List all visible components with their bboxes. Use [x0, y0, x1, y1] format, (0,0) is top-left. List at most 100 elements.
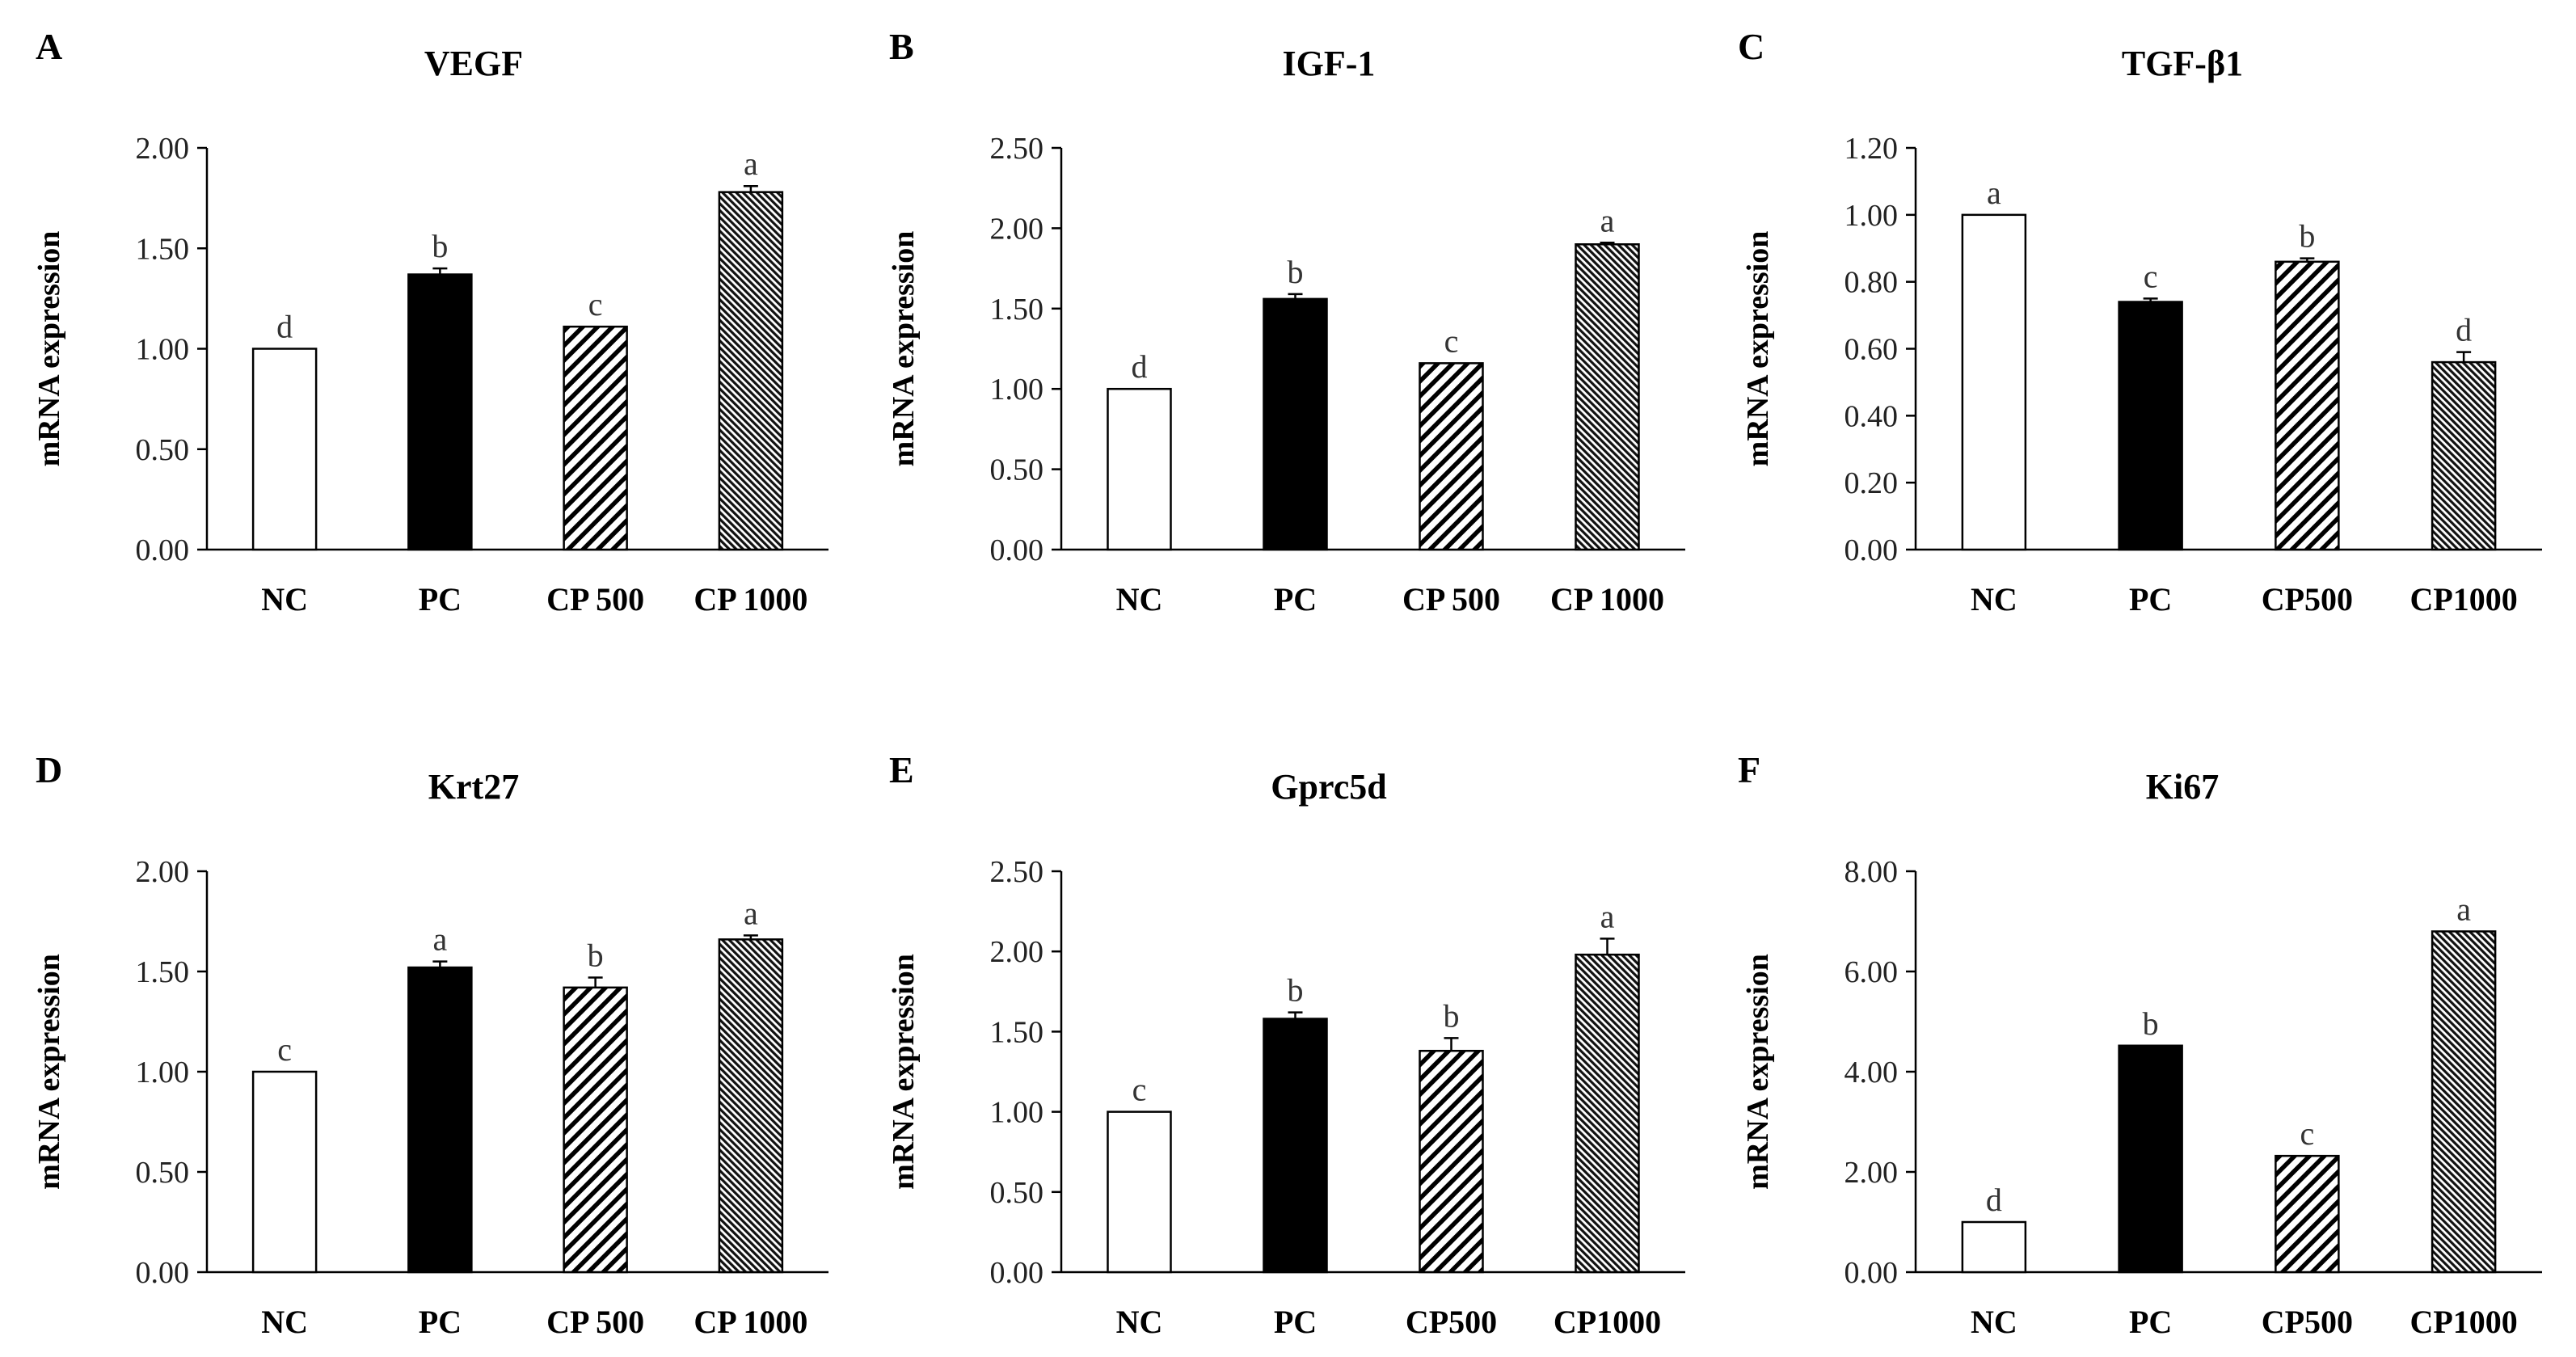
bar — [2275, 260, 2340, 551]
bar — [2275, 1154, 2340, 1274]
x-tick-label: CP 1000 — [694, 1304, 807, 1340]
y-tick-label: 0.60 — [1845, 333, 1899, 367]
y-tick-label: 0.00 — [1845, 1256, 1899, 1290]
y-tick-label: 1.00 — [136, 333, 190, 367]
x-tick-label: CP 1000 — [1550, 581, 1664, 617]
significance-letter: b — [432, 228, 448, 264]
x-tick-label: CP500 — [1406, 1304, 1497, 1340]
significance-letter: b — [588, 937, 604, 973]
bar — [1575, 953, 1640, 1274]
bar — [1419, 362, 1484, 551]
panel-letter: C — [1738, 26, 1764, 67]
y-tick-label: 2.50 — [990, 132, 1044, 166]
significance-letter: d — [1986, 1182, 2002, 1218]
significance-letter: a — [744, 895, 758, 931]
significance-letter: a — [1600, 202, 1615, 238]
chart-panel-e: E Gprc5d mRNA expression 0.00 0.50 1.00 1.50 2.… — [887, 749, 1685, 1340]
y-axis-label: mRNA expression — [887, 231, 921, 467]
significance-letter: a — [744, 145, 758, 182]
y-tick-label: 1.00 — [1845, 199, 1899, 233]
y-tick-label: 0.50 — [990, 1176, 1044, 1210]
y-tick-label: 8.00 — [1845, 855, 1899, 889]
y-tick-label: 0.20 — [1845, 466, 1899, 500]
significance-letter: a — [2456, 891, 2471, 927]
panel-letter: F — [1738, 749, 1760, 790]
significance-letter: a — [1600, 898, 1615, 934]
y-tick-label: 0.50 — [136, 433, 190, 467]
y-tick-label: 0.00 — [136, 533, 190, 567]
significance-letter: a — [1987, 175, 2001, 211]
x-tick-label: CP 500 — [546, 1304, 644, 1340]
panel-letter: D — [36, 749, 62, 790]
bar — [407, 273, 473, 551]
bar — [1107, 387, 1172, 551]
chart-panel-d: D Krt27 mRNA expression 0.00 0.50 1.00 1.50 2.0… — [32, 749, 828, 1340]
significance-letter: b — [2299, 218, 2315, 255]
bar — [1419, 1049, 1484, 1274]
y-tick-label: 2.00 — [136, 132, 190, 166]
x-tick-label: PC — [419, 581, 462, 617]
significance-letter: c — [277, 1031, 292, 1068]
y-tick-label: 0.40 — [1845, 399, 1899, 433]
significance-letter: c — [2144, 258, 2158, 294]
significance-letter: d — [1132, 348, 1148, 385]
x-tick-label: NC — [261, 581, 308, 617]
y-axis-label: mRNA expression — [1741, 954, 1775, 1190]
y-tick-label: 6.00 — [1845, 955, 1899, 989]
panel-letter: B — [889, 26, 914, 67]
x-tick-label: NC — [1116, 581, 1163, 617]
y-tick-label: 0.50 — [136, 1156, 190, 1190]
significance-letter: c — [2300, 1115, 2314, 1152]
bar — [251, 1070, 318, 1274]
x-tick-label: NC — [1971, 581, 2017, 617]
y-axis-label: mRNA expression — [32, 231, 66, 467]
panel-letter: A — [36, 26, 62, 67]
chart-panel-a: A VEGF mRNA expression 0.00 0.50 1.00 1.50 2.00… — [32, 26, 828, 617]
bar — [1961, 213, 2027, 551]
x-tick-label: CP 500 — [1402, 581, 1500, 617]
panel-letter: E — [889, 749, 914, 790]
chart-title: Ki67 — [2146, 767, 2219, 807]
y-tick-label: 1.00 — [990, 1096, 1044, 1130]
y-tick-label: 1.00 — [136, 1056, 190, 1089]
y-axis-label: mRNA expression — [32, 954, 66, 1190]
x-tick-label: NC — [1971, 1304, 2017, 1340]
x-tick-label: CP1000 — [2409, 1304, 2517, 1340]
y-tick-label: 4.00 — [1845, 1056, 1899, 1089]
x-tick-label: NC — [1116, 1304, 1163, 1340]
bar — [251, 348, 318, 551]
significance-letter: c — [588, 286, 603, 322]
chart-title: Krt27 — [428, 767, 519, 807]
x-tick-label: CP1000 — [2409, 581, 2517, 617]
y-tick-label: 2.00 — [1845, 1156, 1899, 1190]
significance-letter: d — [276, 309, 293, 345]
bar — [407, 966, 473, 1274]
y-tick-label: 0.50 — [990, 453, 1044, 487]
significance-letter: a — [432, 921, 447, 958]
bar — [563, 986, 628, 1274]
y-tick-label: 1.50 — [136, 955, 190, 989]
y-tick-label: 0.00 — [1845, 533, 1899, 567]
x-tick-label: PC — [419, 1304, 462, 1340]
chart-panel-f: F Ki67 mRNA expression 0.00 2.00 4.00 6.00 8.00… — [1738, 749, 2542, 1340]
bar — [2431, 360, 2497, 551]
significance-letter: d — [2456, 312, 2472, 348]
x-tick-label: PC — [1274, 1304, 1317, 1340]
y-tick-label: 0.80 — [1845, 266, 1899, 300]
chart-title: IGF-1 — [1283, 44, 1376, 83]
y-tick-label: 0.00 — [990, 533, 1044, 567]
bar — [2431, 930, 2497, 1274]
x-tick-label: CP1000 — [1554, 1304, 1661, 1340]
significance-letter: b — [1444, 997, 1460, 1034]
x-tick-label: NC — [261, 1304, 308, 1340]
bar — [1961, 1220, 2027, 1274]
chart-title: TGF-β1 — [2122, 44, 2243, 83]
significance-letter: b — [1288, 972, 1304, 1009]
bar — [1107, 1110, 1172, 1274]
x-tick-label: CP 1000 — [694, 581, 807, 617]
bar — [2118, 301, 2183, 551]
chart-title: VEGF — [424, 44, 523, 83]
x-tick-label: CP500 — [2262, 1304, 2353, 1340]
bar — [1263, 297, 1328, 551]
